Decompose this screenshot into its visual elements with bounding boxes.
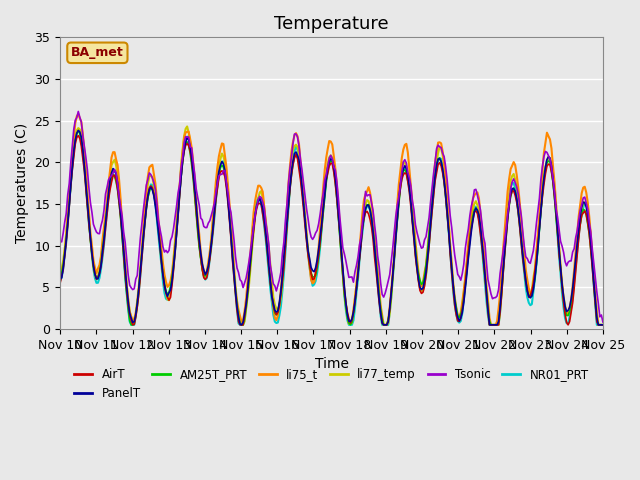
PanelT bbox=[74, 128, 82, 133]
AM25T_PRT bbox=[127, 322, 135, 328]
AM25T_PRT bbox=[56, 276, 64, 281]
PanelT bbox=[297, 169, 305, 175]
NR01_PRT bbox=[74, 126, 82, 132]
NR01_PRT bbox=[127, 322, 135, 328]
NR01_PRT bbox=[599, 322, 607, 328]
AM25T_PRT bbox=[221, 172, 228, 178]
AM25T_PRT bbox=[248, 242, 256, 248]
AirT bbox=[297, 177, 305, 183]
li77_temp bbox=[297, 163, 305, 169]
NR01_PRT bbox=[239, 322, 247, 328]
AM25T_PRT bbox=[572, 260, 579, 265]
NR01_PRT bbox=[248, 238, 256, 243]
Line: AM25T_PRT: AM25T_PRT bbox=[60, 131, 603, 325]
NR01_PRT bbox=[124, 306, 132, 312]
li75_t bbox=[220, 141, 227, 147]
Tsonic bbox=[237, 278, 245, 284]
AirT bbox=[124, 302, 132, 308]
Tsonic bbox=[220, 168, 227, 174]
NR01_PRT bbox=[221, 164, 228, 170]
NR01_PRT bbox=[572, 265, 579, 271]
li77_temp bbox=[572, 259, 579, 265]
Tsonic bbox=[74, 108, 82, 114]
li75_t bbox=[380, 322, 387, 328]
Tsonic bbox=[295, 143, 303, 149]
PanelT bbox=[239, 319, 247, 325]
AM25T_PRT bbox=[124, 306, 132, 312]
PanelT bbox=[599, 322, 607, 328]
li77_temp bbox=[123, 281, 131, 287]
li77_temp bbox=[237, 322, 245, 328]
Line: AirT: AirT bbox=[60, 135, 603, 325]
li75_t bbox=[599, 322, 607, 328]
AM25T_PRT bbox=[239, 322, 247, 328]
li77_temp bbox=[239, 322, 247, 328]
Tsonic bbox=[599, 319, 607, 325]
Y-axis label: Temperatures (C): Temperatures (C) bbox=[15, 123, 29, 243]
li75_t bbox=[247, 249, 255, 254]
Line: li75_t: li75_t bbox=[60, 114, 603, 325]
Text: BA_met: BA_met bbox=[71, 46, 124, 60]
li77_temp bbox=[56, 271, 64, 276]
li77_temp bbox=[220, 154, 227, 159]
AirT bbox=[56, 280, 64, 286]
li77_temp bbox=[599, 322, 607, 328]
X-axis label: Time: Time bbox=[314, 357, 349, 372]
AM25T_PRT bbox=[599, 322, 607, 328]
Line: NR01_PRT: NR01_PRT bbox=[60, 129, 603, 325]
Legend: AirT, PanelT, AM25T_PRT, li75_t, li77_temp, Tsonic, NR01_PRT: AirT, PanelT, AM25T_PRT, li75_t, li77_te… bbox=[70, 363, 593, 405]
Tsonic bbox=[247, 247, 255, 252]
PanelT bbox=[572, 256, 579, 262]
li75_t bbox=[56, 274, 64, 280]
PanelT bbox=[248, 238, 256, 243]
li77_temp bbox=[248, 245, 256, 251]
PanelT bbox=[237, 322, 245, 328]
PanelT bbox=[56, 276, 64, 282]
li75_t bbox=[295, 142, 303, 147]
PanelT bbox=[220, 161, 227, 167]
Title: Temperature: Temperature bbox=[274, 15, 389, 33]
Tsonic bbox=[124, 272, 132, 278]
Line: PanelT: PanelT bbox=[60, 131, 603, 325]
AirT bbox=[572, 269, 579, 275]
Line: Tsonic: Tsonic bbox=[60, 111, 603, 322]
NR01_PRT bbox=[56, 278, 64, 284]
li75_t bbox=[124, 297, 132, 302]
AirT bbox=[74, 132, 82, 138]
AM25T_PRT bbox=[297, 172, 305, 178]
li77_temp bbox=[183, 123, 191, 129]
AM25T_PRT bbox=[74, 128, 82, 134]
NR01_PRT bbox=[297, 166, 305, 171]
AirT bbox=[248, 240, 256, 246]
li75_t bbox=[572, 249, 579, 255]
AirT bbox=[221, 174, 228, 180]
Tsonic bbox=[56, 239, 64, 244]
AirT bbox=[129, 322, 136, 328]
Tsonic bbox=[570, 246, 578, 252]
AirT bbox=[239, 322, 247, 328]
li75_t bbox=[74, 111, 82, 117]
PanelT bbox=[124, 299, 132, 304]
AirT bbox=[599, 322, 607, 328]
Line: li77_temp: li77_temp bbox=[60, 126, 603, 325]
li75_t bbox=[237, 319, 245, 325]
